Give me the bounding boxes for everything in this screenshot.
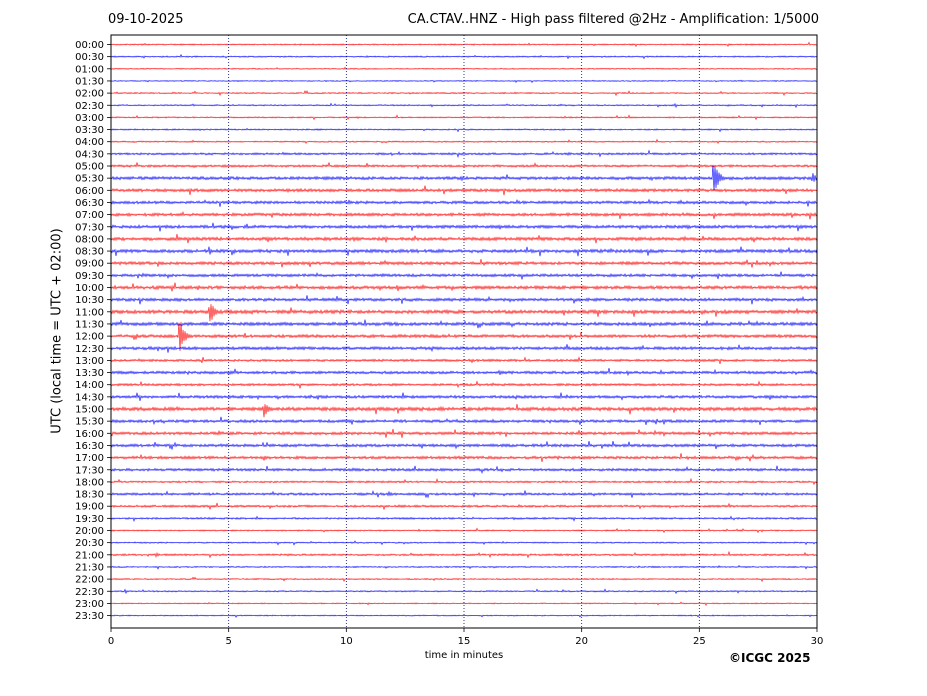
trace-1630 [110, 441, 818, 450]
date-label: 09-10-2025 [108, 12, 184, 27]
y-tick-label: 04:30 [75, 149, 104, 160]
y-tick-label: 00:30 [75, 52, 104, 63]
trace-1730 [110, 465, 818, 475]
trace-1600 [110, 428, 818, 438]
y-tick-label: 16:00 [75, 429, 104, 440]
trace-1400 [110, 380, 818, 389]
trace-1230 [110, 344, 818, 353]
x-tick-label: 20 [575, 636, 588, 647]
y-tick-label: 17:30 [75, 465, 104, 476]
y-tick-label: 12:30 [75, 344, 104, 355]
y-tick-label: 17:00 [75, 453, 104, 464]
vertical-grid [228, 35, 700, 628]
trace-1700 [110, 453, 818, 463]
y-tick-label: 02:30 [75, 101, 104, 112]
x-tick-group: 0 5 10 15 20 25 30 [108, 628, 824, 647]
trace-0200 [110, 90, 818, 97]
y-tick-label: 14:30 [75, 392, 104, 403]
y-tick-label: 23:30 [75, 611, 104, 622]
y-tick-label: 11:00 [75, 307, 104, 318]
y-tick-label: 03:30 [75, 125, 104, 136]
x-tick-label: 30 [811, 636, 824, 647]
y-tick-label: 18:30 [75, 490, 104, 501]
y-tick-label: 20:30 [75, 538, 104, 549]
y-tick-label: 22:00 [75, 575, 104, 586]
trace-1830 [110, 490, 818, 499]
y-tick-label: 10:00 [75, 283, 104, 294]
y-tick-label: 16:30 [75, 441, 104, 452]
y-tick-label: 05:30 [75, 174, 104, 185]
y-tick-label: 03:00 [75, 113, 104, 124]
trace-0600 [110, 185, 818, 196]
y-tick-label: 02:00 [75, 89, 104, 100]
trace-1100 [110, 304, 818, 322]
y-tick-label: 21:00 [75, 550, 104, 561]
y-tick-label: 14:00 [75, 380, 104, 391]
trace-0330 [110, 127, 818, 133]
y-tick-label: 05:00 [75, 162, 104, 173]
y-tick-label: 07:00 [75, 210, 104, 221]
y-tick-label: 13:30 [75, 368, 104, 379]
trace-2230 [110, 588, 818, 595]
y-axis-label: UTC (local time = UTC + 02:00) [49, 228, 65, 434]
trace-1300 [110, 356, 818, 364]
trace-0230 [110, 102, 818, 109]
y-tick-label: 06:00 [75, 186, 104, 197]
trace-2330 [110, 614, 818, 618]
trace-0800 [110, 233, 818, 244]
x-tick-label: 25 [693, 636, 706, 647]
y-tick-label: 22:30 [75, 587, 104, 598]
y-tick-label: 09:30 [75, 271, 104, 282]
y-tick-label: 21:30 [75, 562, 104, 573]
y-tick-label: 07:30 [75, 222, 104, 233]
y-tick-label: 10:30 [75, 295, 104, 306]
y-tick-label: 08:00 [75, 234, 104, 245]
y-tick-label: 00:00 [75, 40, 104, 51]
x-tick-label: 0 [108, 636, 114, 647]
y-tick-label: 19:30 [75, 514, 104, 525]
y-tick-label: 06:30 [75, 198, 104, 209]
plot-frame [110, 34, 818, 629]
trace-1530 [110, 416, 818, 426]
y-tick-label: 09:00 [75, 259, 104, 270]
x-tick-label: 10 [340, 636, 353, 647]
y-tick-label: 19:00 [75, 502, 104, 513]
trace-2300 [110, 601, 818, 606]
y-tick-label: 08:30 [75, 247, 104, 258]
y-tick-label: 15:30 [75, 417, 104, 428]
y-tick-label: 11:30 [75, 319, 104, 330]
copyright-label: ©ICGC 2025 [729, 651, 811, 665]
trace-1430 [110, 392, 818, 401]
y-tick-label: 12:00 [75, 332, 104, 343]
trace-0730 [110, 222, 818, 232]
y-tick-label: 15:00 [75, 405, 104, 416]
x-axis-label: time in minutes [424, 650, 504, 661]
trace-0430 [110, 149, 818, 159]
y-tick-label: 23:00 [75, 599, 104, 610]
y-tick-label: 18:00 [75, 477, 104, 488]
y-tick-label: 01:30 [75, 76, 104, 87]
trace-0300 [110, 114, 818, 121]
trace-0530 [110, 164, 818, 192]
trace-2200 [110, 576, 818, 583]
chart-title: CA.CTAV..HNZ - High pass filtered @2Hz -… [407, 12, 819, 27]
trace-1330 [110, 368, 818, 377]
y-tick-label: 01:00 [75, 64, 104, 75]
trace-0400 [110, 138, 818, 145]
y-tick-label: 13:00 [75, 356, 104, 367]
y-tick-label: 04:00 [75, 137, 104, 148]
x-tick-label: 15 [458, 636, 471, 647]
x-tick-label: 5 [225, 636, 231, 647]
y-tick-label: 20:00 [75, 526, 104, 537]
